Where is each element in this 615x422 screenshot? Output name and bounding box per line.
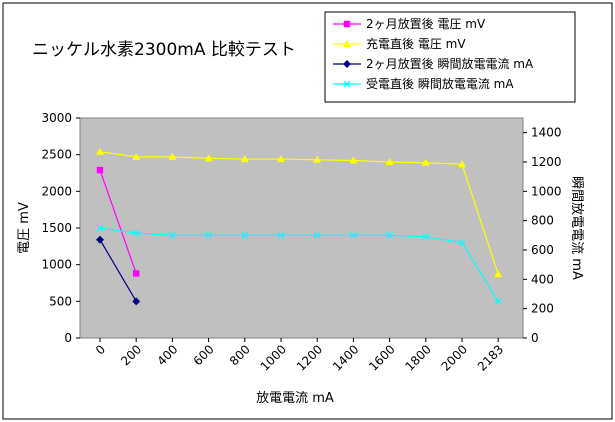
- data-point: [343, 80, 351, 88]
- y2-tick-label: 400: [531, 272, 554, 286]
- series: [96, 224, 502, 305]
- y-axis-label: 電圧 mV: [17, 202, 32, 254]
- data-point: [458, 239, 466, 247]
- series: [96, 147, 503, 278]
- data-point: [132, 152, 141, 160]
- series-layer: [96, 147, 503, 306]
- data-point: [494, 297, 502, 305]
- y2-tick-label: 200: [531, 302, 554, 316]
- series-line: [99, 239, 137, 302]
- legend-label: 2ヶ月放置後 瞬間放電電流 mA: [366, 56, 534, 71]
- y2-tick-label: 800: [531, 214, 554, 228]
- y-tick-label: 500: [49, 294, 72, 308]
- plot-area: [79, 117, 524, 339]
- y-tick-label: 1500: [41, 221, 72, 235]
- data-point: [458, 160, 466, 168]
- y2-tick-label: 1200: [531, 155, 562, 169]
- data-point: [132, 229, 140, 237]
- data-point: [386, 231, 394, 239]
- x-axis-label: 放電電流 mA: [256, 391, 334, 406]
- y-tick-label: 2500: [41, 148, 72, 162]
- data-point: [277, 231, 285, 239]
- y2-tick-label: 0: [531, 331, 539, 345]
- data-point: [313, 155, 322, 163]
- data-point: [421, 158, 430, 166]
- data-point: [240, 155, 249, 163]
- series-line: [99, 151, 499, 275]
- series: [96, 166, 140, 277]
- data-point: [385, 158, 394, 165]
- legend-label: 受電直後 瞬間放電電流 mA: [366, 76, 514, 91]
- y2-tick-label: 1000: [531, 184, 562, 198]
- chart-title: ニッケル水素2300mA 比較テスト: [32, 40, 296, 60]
- data-point: [204, 154, 213, 162]
- y-tick-label: 1000: [41, 258, 72, 272]
- legend-label: 2ヶ月放置後 電圧 mV: [366, 16, 486, 31]
- data-point: [168, 231, 176, 239]
- y2-tick-label: 1400: [531, 126, 562, 140]
- series: [96, 235, 141, 306]
- data-point: [96, 224, 104, 232]
- data-point: [205, 231, 213, 239]
- legend: 2ヶ月放置後 電圧 mV 充電直後 電圧 mV 2ヶ月放置後 瞬間放電電流 mA 受電…: [324, 11, 576, 103]
- data-point: [343, 40, 351, 47]
- data-point: [241, 231, 249, 239]
- y-tick-label: 2000: [41, 184, 72, 198]
- data-point: [422, 233, 430, 241]
- data-point: [313, 231, 321, 239]
- data-point: [168, 152, 177, 160]
- data-point: [494, 270, 503, 278]
- data-point: [133, 270, 140, 277]
- y2-axis-label: 瞬間放電電流 mA: [569, 176, 584, 280]
- data-point: [96, 235, 104, 244]
- data-point: [343, 60, 351, 68]
- y-tick-label: 0: [64, 331, 72, 345]
- y-tick-label: 3000: [41, 111, 72, 125]
- data-point: [349, 231, 357, 239]
- data-point: [132, 297, 141, 306]
- legend-box: [324, 11, 576, 103]
- legend-label: 充電直後 電圧 mV: [366, 36, 466, 51]
- y2-tick-label: 600: [531, 243, 554, 257]
- data-point: [349, 156, 358, 164]
- data-point: [96, 166, 104, 174]
- data-point: [96, 147, 104, 155]
- series-line: [99, 169, 137, 274]
- data-point: [343, 20, 351, 28]
- data-point: [277, 155, 285, 163]
- series-line: [99, 227, 499, 302]
